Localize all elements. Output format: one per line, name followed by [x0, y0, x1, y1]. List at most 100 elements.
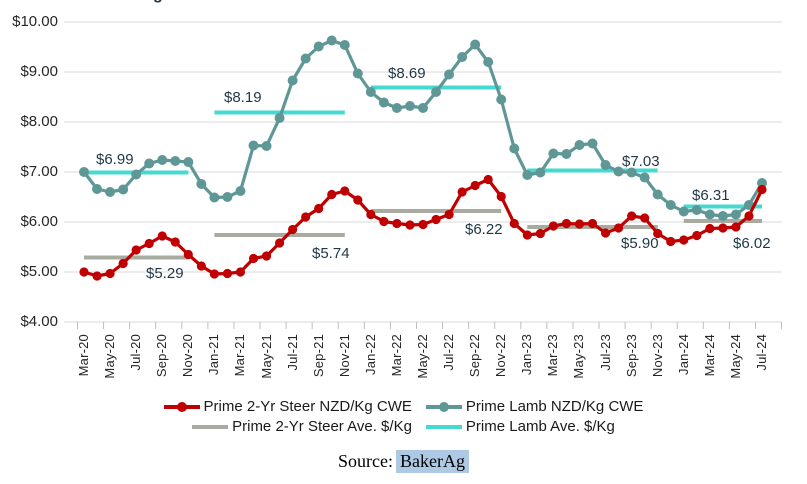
lamb-data-point [470, 39, 481, 50]
lamb-data-point [248, 140, 259, 151]
clipped-title-fragment: g [153, 0, 179, 5]
steer-data-point [340, 186, 350, 196]
avg-value-label: $5.74 [312, 245, 350, 262]
x-tick-label: Mar-21 [232, 334, 248, 377]
steer-data-point [692, 230, 702, 241]
lamb-data-point [509, 143, 520, 154]
steer-data-point [222, 268, 233, 279]
lamb-data-point [626, 167, 637, 178]
steer-avg-marker [192, 424, 229, 429]
lamb-data-point [548, 148, 559, 159]
lamb-avg-marker [425, 424, 462, 429]
steer-data-point [640, 213, 650, 223]
steer-data-point [470, 180, 480, 191]
lamb-data-point [326, 35, 337, 46]
lamb-data-point [444, 69, 455, 80]
x-tick-label: Sep-20 [154, 334, 170, 378]
x-tick-label: Nov-20 [180, 334, 196, 378]
x-tick-label: Mar-22 [388, 334, 404, 377]
lamb-data-point [352, 68, 363, 79]
steer-data-point [314, 203, 324, 214]
lamb-data-point [261, 141, 272, 151]
x-tick-label: May-20 [102, 334, 118, 379]
lamb-data-point [365, 87, 376, 97]
lamb-series-marker [425, 401, 462, 412]
lamb-series-dot [438, 401, 449, 412]
lamb-data-point [561, 149, 572, 159]
lamb-data-point [339, 40, 350, 50]
legend-label-steer-avg: Prime 2-Yr Steer Ave. $/Kg [232, 418, 412, 435]
lamb-data-point [522, 170, 533, 180]
y-tick-label: $5.00 [20, 263, 58, 280]
lamb-data-point [496, 94, 507, 105]
avg-value-label: $8.69 [388, 65, 426, 82]
steer-data-point [627, 211, 637, 221]
y-tick-label: $7.00 [20, 163, 58, 180]
x-tick-label: Jul-23 [597, 334, 613, 371]
steer-data-point [405, 220, 415, 230]
steer-data-point [600, 228, 611, 238]
lamb-data-point [600, 160, 611, 170]
steer-data-point [757, 184, 767, 195]
lamb-data-point [587, 138, 598, 149]
steer-data-point [366, 209, 376, 220]
x-tick-label: Mar-23 [545, 334, 561, 377]
lamb-data-point [287, 75, 298, 86]
steer-data-point [144, 238, 154, 249]
avg-value-label: $5.90 [621, 235, 659, 252]
steer-data-point [444, 209, 454, 220]
avg-value-label: $6.31 [692, 187, 730, 204]
lamb-data-point [757, 178, 767, 188]
steer-data-point [157, 231, 167, 241]
avg-value-label: $5.29 [146, 265, 184, 282]
lamb-data-point [183, 157, 194, 167]
lamb-data-point [678, 206, 689, 217]
steer-data-point [418, 219, 428, 230]
steer-data-point [79, 267, 89, 277]
legend-row-2: Prime 2-Yr Steer Ave. $/Kg Prime Lamb Av… [192, 418, 615, 435]
y-tick-label: $6.00 [20, 213, 58, 230]
lamb-data-point [157, 155, 168, 165]
lamb-data-point [535, 167, 546, 178]
source-link[interactable]: BakerAg [396, 450, 469, 473]
avg-value-label: $6.22 [465, 221, 503, 238]
lamb-data-point [613, 166, 624, 177]
x-tick-label: Jul-24 [754, 334, 769, 371]
steer-data-point [718, 223, 728, 233]
steer-data-point [561, 218, 572, 229]
steer-data-point [548, 221, 558, 231]
steer-data-point [705, 223, 715, 234]
steer-data-point [744, 211, 754, 221]
legend: Prime 2-Yr Steer NZD/Kg CWE Prime Lamb N… [0, 398, 807, 435]
steer-data-point [183, 249, 193, 260]
lamb-data-point [274, 113, 285, 123]
legend-row-1: Prime 2-Yr Steer NZD/Kg CWE Prime Lamb N… [163, 398, 643, 415]
lamb-data-point [483, 57, 494, 67]
lamb-data-point [313, 41, 324, 52]
lamb-data-point [131, 169, 142, 180]
lamb-data-point [717, 211, 728, 221]
steer-data-point [170, 237, 180, 247]
avg-value-label: $6.99 [96, 151, 134, 168]
steer-data-point [118, 258, 128, 269]
lamb-data-point [222, 192, 233, 202]
lamb-data-point [118, 184, 129, 195]
x-tick-label: Nov-21 [336, 334, 352, 378]
steer-data-point [509, 218, 519, 229]
steer-data-point [288, 224, 298, 235]
steer-data-point [327, 189, 337, 200]
x-tick-label: Sep-22 [467, 334, 483, 378]
steer-data-point [731, 222, 741, 232]
x-tick-label: Sep-23 [623, 334, 639, 378]
steer-data-point [496, 191, 506, 202]
steer-data-point [535, 228, 545, 239]
x-tick-label: May-22 [415, 334, 430, 379]
avg-value-label: $6.02 [733, 235, 771, 252]
x-tick-label: Nov-22 [493, 334, 509, 378]
steer-data-point [92, 271, 102, 281]
x-tick-label: Jan-22 [362, 334, 378, 375]
x-tick-label: Mar-20 [76, 334, 91, 377]
legend-item-lamb-avg: Prime Lamb Ave. $/Kg [425, 418, 615, 435]
x-tick-label: Sep-21 [310, 334, 326, 378]
